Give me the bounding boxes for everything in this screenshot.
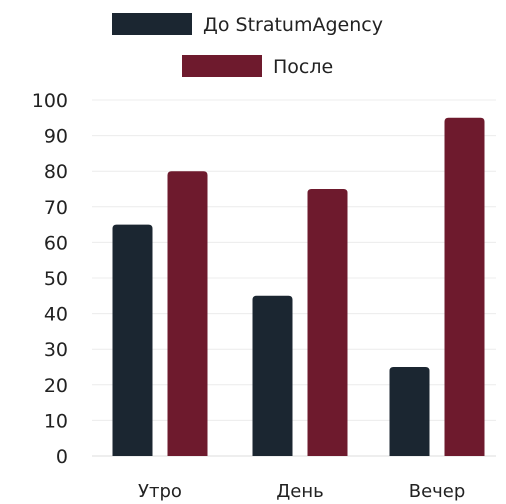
bar-before-3 [389,367,430,456]
y-axis: 0 10 20 30 40 50 60 70 80 90 100 [32,90,68,468]
y-tick-label-10: 10 [44,410,68,432]
y-tick-label-50: 50 [44,268,68,290]
bar-after-3 [444,117,485,457]
x-category-label-1: Утро [138,481,182,502]
y-tick-label-20: 20 [44,375,68,397]
y-tick-label-100: 100 [32,90,68,112]
y-tick-label-0: 0 [56,446,68,468]
y-tick-label-60: 60 [44,232,68,254]
bar-after-1 [167,171,208,456]
y-tick-label-90: 90 [44,126,68,148]
y-tick-label-40: 40 [44,304,68,326]
bar-after-2 [307,189,348,456]
x-axis: Утро День Вечер [138,481,465,502]
x-category-label-2: День [276,481,324,502]
bar-before-2 [252,295,293,456]
x-category-label-3: Вечер [409,481,466,502]
legend: До StratumAgency После [112,13,383,78]
legend-swatch-2 [182,55,262,77]
bar-before-1 [112,224,153,456]
legend-swatch-1 [112,13,192,35]
legend-label-1: До StratumAgency [203,14,383,36]
bars [112,117,485,457]
y-tick-label-30: 30 [44,339,68,361]
grid-lines [92,99,496,457]
y-tick-label-70: 70 [44,197,68,219]
y-tick-label-80: 80 [44,161,68,183]
legend-label-2: После [273,56,333,78]
